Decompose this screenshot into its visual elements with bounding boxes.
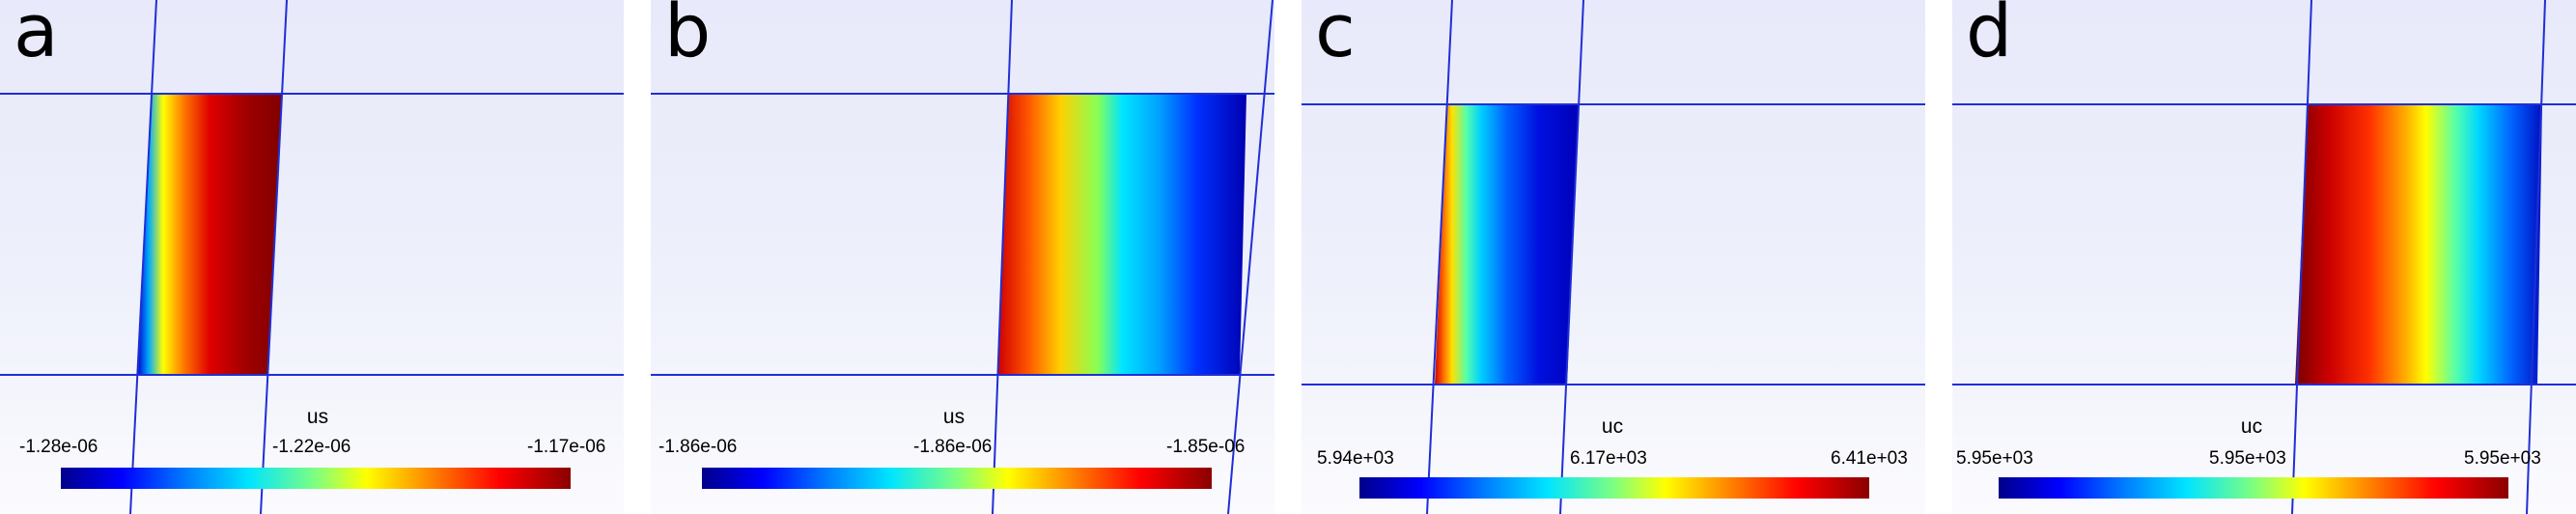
colorbar-tick-mid: -1.86e-06 [913,437,993,457]
grid-line [2291,0,2312,514]
panel-letter: b [664,0,712,73]
colorbar-tick-max: -1.17e-06 [527,437,606,457]
grid-line [1227,0,1274,514]
grid-line [260,0,288,514]
panel-letter: d [1966,0,2013,73]
colorbar-tick-min: -1.86e-06 [658,437,738,457]
field-block [1435,104,1579,385]
panel-c: c uc 5.94e+03 6.17e+03 6.41e+03 [1302,0,1925,514]
colorbar-tick-min: -1.28e-06 [19,437,98,457]
panel-letter: a [14,0,59,73]
colorbar-tick-min: 5.94e+03 [1317,448,1394,469]
mesh-view [0,0,624,514]
colorbar-tick-mid: 6.17e+03 [1570,448,1647,469]
grid-line [2526,0,2546,514]
colorbar-tick-min: 5.95e+03 [1956,448,2033,469]
colorbar-tick-max: 6.41e+03 [1831,448,1908,469]
colorbar-tick-mid: -1.22e-06 [272,437,351,457]
colorbar-title: uc [2240,415,2263,438]
colorbar [61,468,571,489]
grid-line [992,0,1013,514]
mesh-view [1952,0,2576,514]
grid-line [129,0,157,514]
colorbar-title: us [306,406,329,428]
field-block [2295,104,2542,385]
field-block [998,94,1246,375]
colorbar-tick-mid: 5.95e+03 [2209,448,2286,469]
colorbar-title: uc [1601,415,1624,438]
field-block [137,94,282,375]
colorbar-title: us [942,406,966,428]
mesh-view [651,0,1274,514]
grid-line [1559,0,1584,514]
colorbar [702,468,1212,489]
colorbar-tick-max: 5.95e+03 [2464,448,2541,469]
grid-line [1426,0,1453,514]
panel-b: b us -1.86e-06 -1.86e-06 -1.85e-06 [651,0,1274,514]
colorbar-tick-max: -1.85e-06 [1166,437,1246,457]
colorbar [1359,477,1869,499]
panel-a: a us -1.28e-06 -1.22e-06 -1.17e-06 [0,0,624,514]
panel-d: d uc 5.95e+03 5.95e+03 5.95e+03 [1952,0,2576,514]
mesh-view [1302,0,1925,514]
colorbar [1999,477,2508,499]
panel-letter: c [1315,0,1356,73]
